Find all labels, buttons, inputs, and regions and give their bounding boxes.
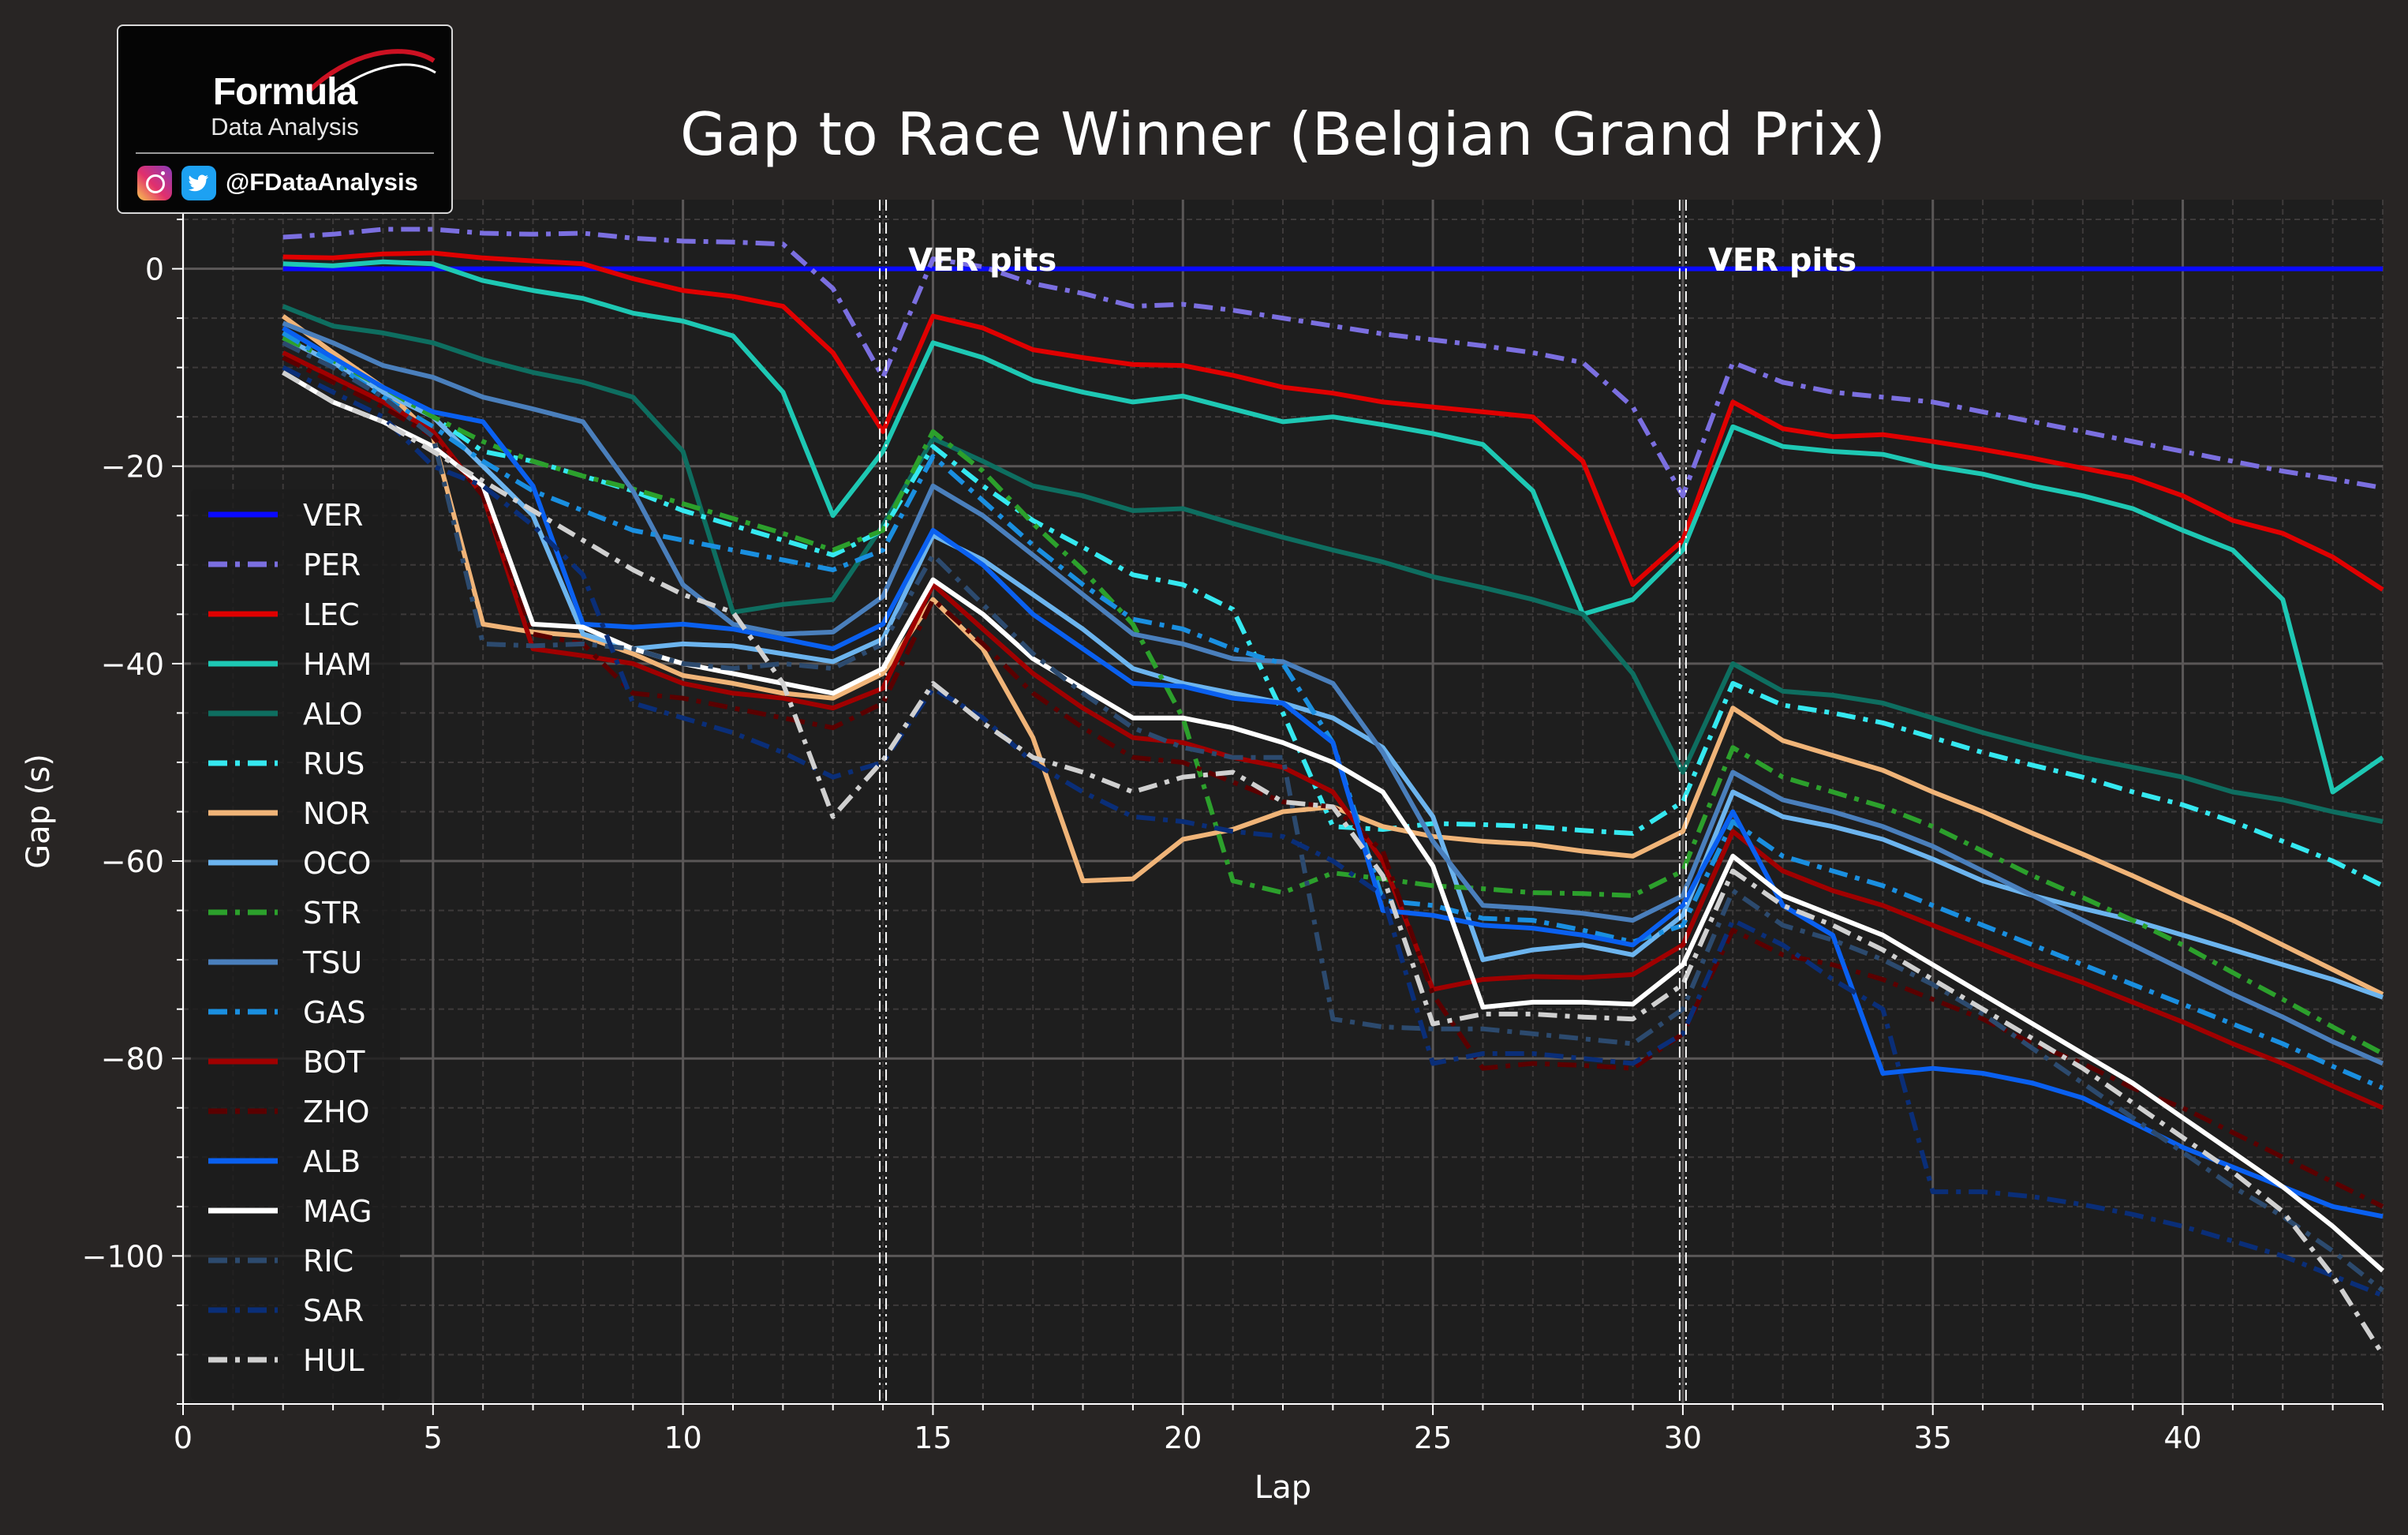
legend-label: RIC: [303, 1244, 353, 1279]
series-line-ham: [282, 259, 2384, 795]
legend-label: ALO: [303, 697, 363, 732]
series-line-sar: [282, 365, 2384, 1298]
series-lines: [281, 227, 2385, 1357]
legend-label: BOT: [303, 1045, 365, 1080]
series-line-hul: [282, 370, 2385, 1357]
x-tick-label: 5: [424, 1421, 443, 1455]
series-line-bot: [282, 350, 2384, 1110]
social-handle: @FDataAnalysis: [226, 168, 418, 196]
legend-label: VER: [303, 498, 363, 533]
legend-label: ALB: [303, 1144, 361, 1179]
y-tick-label: 0: [145, 253, 164, 287]
legend-label: NOR: [303, 796, 370, 831]
series-line-alb: [282, 326, 2384, 1219]
y-tick-label: −60: [101, 844, 164, 879]
x-tick-label: 15: [914, 1421, 952, 1455]
pit-annotation-label: VER pits: [908, 242, 1056, 279]
twitter-icon: [181, 166, 216, 200]
legend-label: MAG: [303, 1194, 372, 1229]
legend-label: HAM: [303, 647, 372, 682]
legend-label: HUL: [303, 1343, 365, 1378]
y-tick-label: −20: [101, 450, 164, 485]
x-tick-label: 25: [1414, 1421, 1452, 1455]
pit-annotation-label: VER pits: [1708, 242, 1856, 279]
axes: 0 5 10 15 20 25 30 35 40 0 −20 −40 −60 −80 −100: [82, 200, 2384, 1455]
y-tick-label: −100: [82, 1239, 164, 1274]
logo-divider: [136, 152, 434, 154]
legend-box: [191, 489, 400, 1400]
series-line-alo: [282, 304, 2384, 824]
x-axis-label: Lap: [1254, 1469, 1311, 1506]
legend-label: ZHO: [303, 1095, 370, 1129]
chart-title: Gap to Race Winner (Belgian Grand Prix): [680, 99, 1886, 169]
y-axis-label: Gap (s): [21, 754, 57, 869]
legend-label: OCO: [303, 846, 371, 881]
legend-label: PER: [303, 548, 361, 582]
series-line-lec: [282, 250, 2384, 592]
x-tick-label: 35: [1914, 1421, 1952, 1455]
logo-brand-text: Formula: [212, 71, 357, 113]
legend-label: GAS: [303, 995, 366, 1030]
pit-annotations: VER pits VER pits: [879, 200, 1856, 1404]
x-tick-label: 40: [2163, 1421, 2201, 1455]
series-line-rus: [282, 331, 2384, 888]
series-line-ric: [282, 340, 2384, 1293]
y-tick-label: −40: [101, 647, 164, 682]
legend-label: RUS: [303, 747, 365, 781]
legend-label: TSU: [302, 945, 362, 980]
x-tick-label: 10: [664, 1421, 701, 1455]
legend-label: SAR: [303, 1294, 364, 1328]
logo-swoosh-icon: [305, 49, 436, 95]
y-tick-label: −80: [101, 1042, 164, 1076]
legend-label: STR: [303, 896, 361, 930]
brand-logo: Formula Data Analysis @FDataAnalysis: [117, 24, 453, 214]
x-tick-label: 30: [1664, 1421, 1702, 1455]
legend: VER PER LEC HAM ALO RUS NOR OCO STR TSU GAS BOT ZHO A…: [191, 489, 400, 1400]
logo-subtitle: Data Analysis: [211, 113, 359, 140]
x-tick-label: 0: [174, 1421, 193, 1455]
series-line-tsu: [282, 320, 2384, 1066]
instagram-icon: [137, 166, 172, 200]
legend-label: LEC: [303, 597, 360, 632]
x-tick-label: 20: [1164, 1421, 1202, 1455]
